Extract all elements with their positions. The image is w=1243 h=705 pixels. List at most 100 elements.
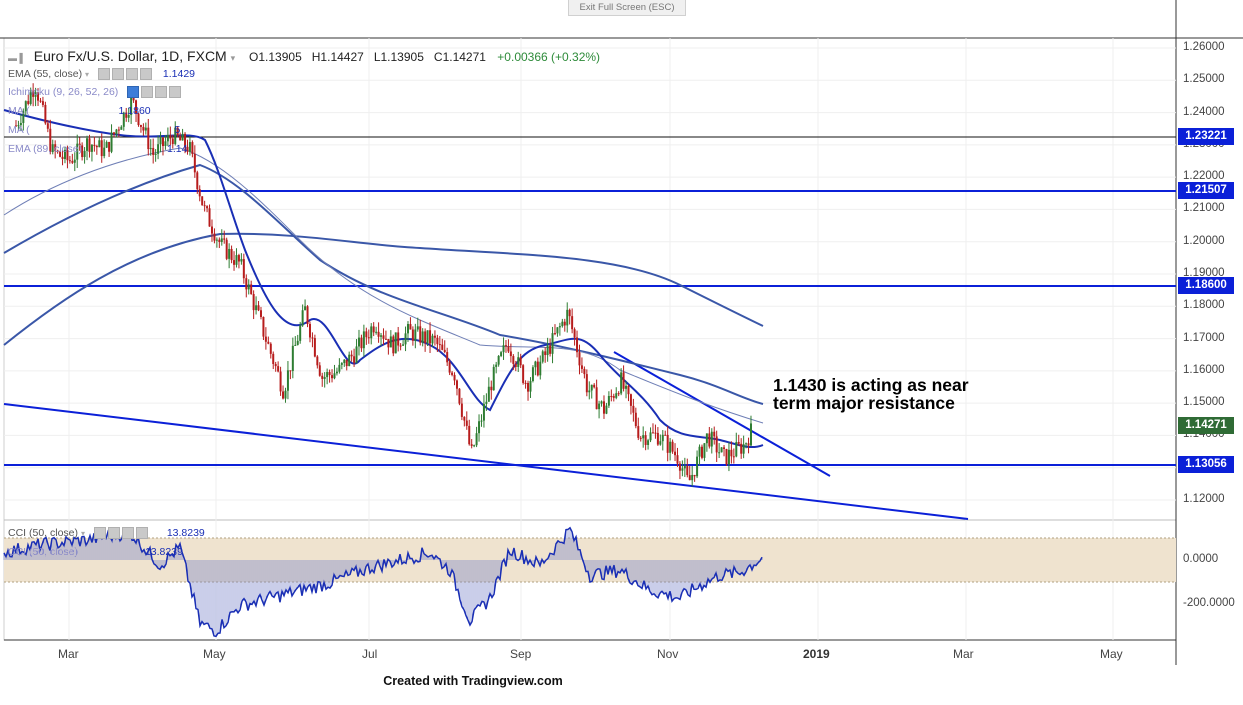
ichimoku-legend[interactable]: Ichimoku (9, 26, 52, 26) — [8, 86, 183, 99]
eye-icon[interactable] — [93, 527, 106, 540]
candlestick-series[interactable] — [14, 83, 752, 487]
candle-body[interactable] — [355, 346, 358, 363]
candle-body[interactable] — [335, 371, 338, 374]
candle-body[interactable] — [735, 441, 738, 457]
candle-body[interactable] — [588, 390, 591, 393]
candle-body[interactable] — [566, 309, 569, 326]
candle-body[interactable] — [279, 371, 282, 392]
candle-body[interactable] — [406, 324, 409, 334]
candle-body[interactable] — [414, 329, 417, 341]
candle-body[interactable] — [272, 353, 275, 364]
candle-body[interactable] — [749, 423, 752, 446]
candle-body[interactable] — [63, 149, 66, 159]
candle-body[interactable] — [328, 372, 331, 376]
candle-body[interactable] — [522, 365, 525, 383]
candle-body[interactable] — [191, 142, 194, 154]
candle-body[interactable] — [551, 333, 554, 354]
candle-body[interactable] — [240, 259, 243, 262]
candle-body[interactable] — [144, 127, 147, 131]
candle-body[interactable] — [139, 125, 142, 127]
candle-body[interactable] — [311, 337, 314, 339]
candle-body[interactable] — [448, 362, 451, 373]
candle-body[interactable] — [612, 396, 615, 398]
candle-body[interactable] — [149, 147, 152, 150]
candle-body[interactable] — [56, 151, 59, 153]
candle-body[interactable] — [598, 403, 601, 410]
candle-body[interactable] — [257, 305, 260, 311]
candle-body[interactable] — [607, 395, 610, 406]
candle-body[interactable] — [326, 372, 329, 378]
candle-body[interactable] — [664, 434, 667, 436]
candle-body[interactable] — [188, 142, 191, 152]
candle-body[interactable] — [130, 96, 133, 115]
candle-body[interactable] — [78, 143, 81, 146]
candle-body[interactable] — [245, 278, 248, 290]
candle-body[interactable] — [384, 338, 387, 340]
candle-body[interactable] — [531, 367, 534, 382]
candle-body[interactable] — [360, 337, 363, 349]
candle-body[interactable] — [399, 345, 402, 347]
candle-body[interactable] — [333, 373, 336, 379]
candle-body[interactable] — [269, 343, 272, 354]
candle-body[interactable] — [433, 335, 436, 338]
candle-body[interactable] — [267, 341, 270, 344]
candle-body[interactable] — [394, 332, 397, 354]
candle-body[interactable] — [644, 435, 647, 445]
candle-body[interactable] — [541, 351, 544, 362]
candle-body[interactable] — [578, 352, 581, 366]
candle-body[interactable] — [154, 153, 157, 155]
candle-body[interactable] — [147, 127, 150, 150]
candle-body[interactable] — [262, 316, 265, 337]
candle-body[interactable] — [600, 401, 603, 404]
candle-body[interactable] — [730, 449, 733, 457]
candle-body[interactable] — [583, 368, 586, 375]
candle-body[interactable] — [345, 359, 348, 367]
candle-body[interactable] — [174, 127, 177, 144]
candle-body[interactable] — [100, 140, 103, 157]
candle-body[interactable] — [497, 355, 500, 365]
candle-body[interactable] — [686, 466, 689, 476]
candle-body[interactable] — [475, 433, 478, 446]
candle-body[interactable] — [206, 206, 209, 209]
candle-body[interactable] — [558, 326, 561, 328]
candle-body[interactable] — [678, 463, 681, 471]
candle-body[interactable] — [348, 354, 351, 367]
candle-body[interactable] — [61, 156, 64, 159]
candle-body[interactable] — [713, 431, 716, 437]
candle-body[interactable] — [725, 448, 728, 465]
candle-body[interactable] — [291, 345, 294, 371]
candle-body[interactable] — [671, 441, 674, 452]
candle-body[interactable] — [49, 128, 52, 153]
candle-body[interactable] — [632, 405, 635, 413]
candle-body[interactable] — [120, 126, 123, 130]
candle-body[interactable] — [397, 332, 400, 346]
candle-body[interactable] — [642, 435, 645, 439]
candle-body[interactable] — [370, 326, 373, 339]
candle-body[interactable] — [727, 449, 730, 465]
ma-legend[interactable]: MA ( 1.1860 — [8, 105, 151, 117]
candle-body[interactable] — [362, 331, 365, 349]
candle-body[interactable] — [431, 335, 434, 344]
candle-body[interactable] — [473, 445, 476, 447]
plus-icon[interactable] — [155, 86, 168, 99]
chevron-down-icon[interactable]: ▾ — [80, 529, 85, 538]
candle-body[interactable] — [436, 337, 439, 345]
candle-body[interactable] — [230, 248, 233, 261]
chevron-down-icon[interactable]: ▾ — [230, 53, 236, 63]
candle-body[interactable] — [117, 129, 120, 131]
candle-body[interactable] — [71, 161, 74, 163]
candle-body[interactable] — [470, 444, 473, 446]
exit-fullscreen-button[interactable]: Exit Full Screen (ESC) — [568, 0, 686, 16]
candle-body[interactable] — [745, 443, 748, 445]
candle-body[interactable] — [647, 440, 650, 445]
candle-body[interactable] — [247, 284, 250, 290]
candle-body[interactable] — [387, 339, 390, 348]
candle-body[interactable] — [382, 335, 385, 339]
candle-body[interactable] — [223, 238, 226, 240]
candle-body[interactable] — [504, 345, 507, 347]
candle-body[interactable] — [159, 137, 162, 145]
candle-body[interactable] — [318, 365, 321, 376]
candle-body[interactable] — [669, 441, 672, 453]
candle-body[interactable] — [536, 361, 539, 376]
